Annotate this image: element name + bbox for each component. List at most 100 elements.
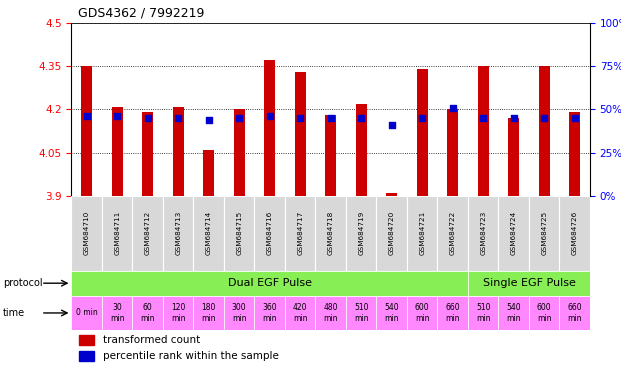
FancyBboxPatch shape: [224, 296, 255, 330]
Text: GSM684718: GSM684718: [328, 211, 333, 255]
Text: GSM684720: GSM684720: [389, 211, 395, 255]
FancyBboxPatch shape: [285, 296, 315, 330]
Text: transformed count: transformed count: [102, 335, 200, 345]
FancyBboxPatch shape: [255, 296, 285, 330]
Text: GSM684715: GSM684715: [236, 211, 242, 255]
FancyBboxPatch shape: [346, 196, 376, 271]
Bar: [295, 72, 306, 196]
FancyBboxPatch shape: [71, 196, 102, 271]
FancyBboxPatch shape: [499, 196, 529, 271]
Text: 510
min: 510 min: [476, 303, 491, 323]
FancyBboxPatch shape: [315, 196, 346, 271]
Bar: [569, 112, 580, 196]
Bar: [203, 150, 214, 196]
Text: GSM684725: GSM684725: [541, 211, 547, 255]
FancyBboxPatch shape: [163, 296, 193, 330]
Bar: [356, 104, 366, 196]
Text: 480
min: 480 min: [324, 303, 338, 323]
Text: 600
min: 600 min: [537, 303, 551, 323]
FancyBboxPatch shape: [529, 196, 560, 271]
Bar: [325, 115, 336, 196]
FancyBboxPatch shape: [193, 296, 224, 330]
Text: GSM684719: GSM684719: [358, 211, 364, 255]
FancyBboxPatch shape: [132, 196, 163, 271]
Point: [539, 115, 549, 121]
Bar: [509, 118, 519, 196]
Text: 30
min: 30 min: [110, 303, 124, 323]
Text: 180
min: 180 min: [201, 303, 216, 323]
Point: [509, 115, 519, 121]
Text: GSM684723: GSM684723: [480, 211, 486, 255]
Text: 300
min: 300 min: [232, 303, 247, 323]
Text: GSM684724: GSM684724: [510, 211, 517, 255]
Text: GDS4362 / 7992219: GDS4362 / 7992219: [78, 6, 204, 19]
Text: GSM684722: GSM684722: [450, 211, 456, 255]
Text: GSM684710: GSM684710: [84, 211, 89, 255]
FancyBboxPatch shape: [376, 196, 407, 271]
Text: 540
min: 540 min: [384, 303, 399, 323]
Point: [448, 104, 458, 111]
FancyBboxPatch shape: [407, 196, 437, 271]
Text: GSM684721: GSM684721: [419, 211, 425, 255]
FancyBboxPatch shape: [407, 296, 437, 330]
Text: GSM684712: GSM684712: [145, 211, 151, 255]
FancyBboxPatch shape: [560, 196, 590, 271]
Text: 60
min: 60 min: [140, 303, 155, 323]
FancyBboxPatch shape: [529, 296, 560, 330]
FancyBboxPatch shape: [163, 196, 193, 271]
Text: 420
min: 420 min: [293, 303, 307, 323]
Point: [143, 115, 153, 121]
FancyBboxPatch shape: [468, 296, 499, 330]
FancyBboxPatch shape: [560, 296, 590, 330]
Text: 120
min: 120 min: [171, 303, 186, 323]
Text: GSM684714: GSM684714: [206, 211, 212, 255]
Text: GSM684711: GSM684711: [114, 211, 120, 255]
Text: 510
min: 510 min: [354, 303, 368, 323]
FancyBboxPatch shape: [376, 296, 407, 330]
FancyBboxPatch shape: [193, 196, 224, 271]
Text: percentile rank within the sample: percentile rank within the sample: [102, 351, 278, 361]
Bar: [265, 60, 275, 196]
Point: [295, 115, 305, 121]
Point: [478, 115, 488, 121]
FancyBboxPatch shape: [468, 271, 590, 296]
FancyBboxPatch shape: [71, 296, 102, 330]
Text: 660
min: 660 min: [568, 303, 582, 323]
FancyBboxPatch shape: [437, 196, 468, 271]
Text: Dual EGF Pulse: Dual EGF Pulse: [228, 278, 312, 288]
Text: GSM684713: GSM684713: [175, 211, 181, 255]
Point: [82, 113, 92, 119]
Point: [569, 115, 579, 121]
Bar: [79, 351, 94, 361]
Point: [417, 115, 427, 121]
Point: [325, 115, 335, 121]
Text: protocol: protocol: [3, 278, 43, 288]
Point: [356, 115, 366, 121]
Bar: [79, 335, 94, 345]
Text: 600
min: 600 min: [415, 303, 430, 323]
Bar: [447, 109, 458, 196]
FancyBboxPatch shape: [132, 296, 163, 330]
FancyBboxPatch shape: [315, 296, 346, 330]
Bar: [173, 106, 184, 196]
Bar: [386, 193, 397, 196]
Bar: [539, 66, 550, 196]
Point: [387, 122, 397, 128]
FancyBboxPatch shape: [71, 271, 468, 296]
FancyBboxPatch shape: [499, 296, 529, 330]
Point: [173, 115, 183, 121]
Text: 540
min: 540 min: [506, 303, 521, 323]
Text: Single EGF Pulse: Single EGF Pulse: [483, 278, 576, 288]
Bar: [142, 112, 153, 196]
Point: [234, 115, 244, 121]
Text: 660
min: 660 min: [445, 303, 460, 323]
Text: 0 min: 0 min: [76, 308, 97, 318]
Point: [112, 113, 122, 119]
Point: [204, 117, 214, 123]
FancyBboxPatch shape: [102, 196, 132, 271]
Bar: [112, 106, 122, 196]
FancyBboxPatch shape: [468, 196, 499, 271]
Text: GSM684716: GSM684716: [266, 211, 273, 255]
Text: GSM684726: GSM684726: [572, 211, 578, 255]
Text: 360
min: 360 min: [262, 303, 277, 323]
